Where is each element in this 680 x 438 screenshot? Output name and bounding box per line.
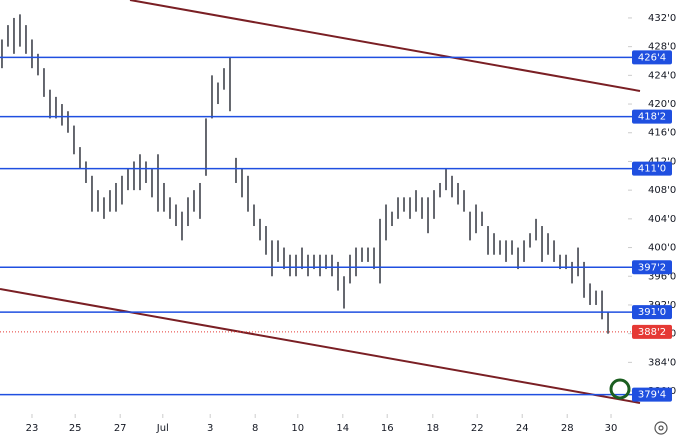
y-tick-label: 404'0 — [648, 214, 676, 225]
x-tick-label: 16 — [381, 423, 394, 434]
y-tick-label: 424'0 — [648, 70, 676, 81]
y-tick-label: 428'0 — [648, 42, 676, 53]
last-price-box — [632, 324, 672, 339]
level-label-box — [632, 260, 672, 275]
x-tick-label: 24 — [516, 423, 529, 434]
x-tick-label: Jul — [156, 423, 169, 434]
y-tick-label: 420'0 — [648, 99, 676, 110]
trend-line — [0, 288, 641, 404]
level-label-box — [632, 387, 672, 402]
level-label: 397'2 — [638, 262, 666, 273]
settings-button[interactable] — [654, 421, 668, 435]
level-label: 418'2 — [638, 112, 666, 123]
x-tick-label: 27 — [114, 423, 127, 434]
level-label-box — [632, 305, 672, 320]
level-label-box — [632, 50, 672, 65]
x-tick-label: 22 — [471, 423, 484, 434]
x-tick-label: 8 — [252, 423, 258, 434]
marker-circle — [609, 378, 631, 400]
last-price-label: 388'2 — [638, 327, 666, 338]
y-tick-label: 416'0 — [648, 128, 676, 139]
x-tick-label: 23 — [26, 423, 39, 434]
level-label: 391'0 — [638, 307, 666, 318]
level-label-box — [632, 161, 672, 176]
x-tick-label: 30 — [605, 423, 618, 434]
y-tick-label: 396'0 — [648, 271, 676, 282]
trend-line — [129, 0, 641, 92]
level-label: 411'0 — [638, 164, 666, 175]
level-label: 379'4 — [638, 390, 666, 401]
level-label-box — [632, 109, 672, 124]
x-tick-label: 3 — [207, 423, 213, 434]
x-tick-label: 25 — [69, 423, 82, 434]
x-tick-label: 10 — [291, 423, 304, 434]
settings-icon — [658, 425, 664, 431]
x-tick-label: 28 — [561, 423, 574, 434]
x-tick-label: 18 — [426, 423, 439, 434]
x-tick-label: 14 — [336, 423, 349, 434]
y-tick-label: 432'0 — [648, 13, 676, 24]
y-tick-label: 384'0 — [648, 357, 676, 368]
y-tick-label: 400'0 — [648, 243, 676, 254]
y-tick-label: 408'0 — [648, 185, 676, 196]
level-label: 426'4 — [638, 52, 666, 63]
